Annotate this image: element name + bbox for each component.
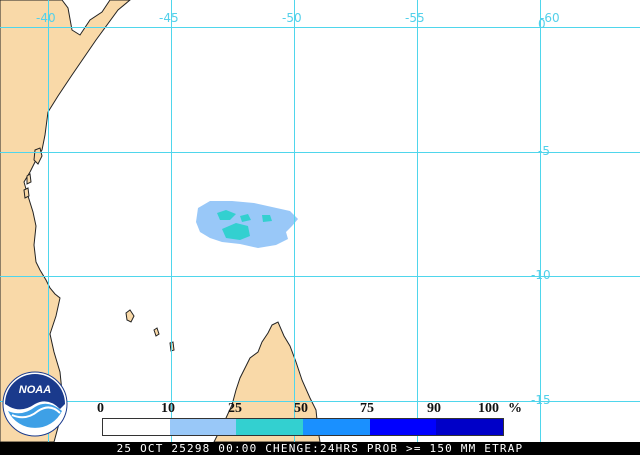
lat-lon-grid (0, 0, 640, 442)
lon-label-50: -50 (282, 11, 302, 25)
legend-swatch-50-75 (303, 419, 370, 435)
legend-color-bar (102, 418, 504, 436)
lat-label-15: -15 (531, 393, 551, 407)
legend-label-100: 100 (478, 401, 499, 416)
noaa-logo: NOAA (2, 371, 68, 437)
lat-label-10: -10 (531, 268, 551, 282)
legend-label-90: 90 (427, 401, 441, 416)
legend-swatch-0-10 (103, 419, 170, 435)
legend-unit: % (508, 401, 522, 416)
legend-swatch-75-90 (369, 419, 437, 435)
footer-caption: 25 OCT 25298 00:00 CHENGE:24HRS PROB >= … (0, 442, 640, 455)
precip-25pct-area (196, 201, 298, 248)
lat-label-0: 0 (538, 17, 546, 31)
legend-swatch-90-100 (436, 419, 504, 435)
legend-swatch-25-50 (236, 419, 304, 435)
lon-label-40: -40 (36, 11, 56, 25)
lat-label-5: -5 (538, 144, 550, 158)
map-canvas (0, 0, 640, 442)
legend-label-25: 25 (228, 401, 242, 416)
legend-label-50: 50 (294, 401, 308, 416)
noaa-logo-text: NOAA (19, 384, 51, 396)
lon-label-60: -60 (540, 11, 560, 25)
legend-label-0: 0 (97, 401, 104, 416)
legend-label-75: 75 (360, 401, 374, 416)
precip-50pct-area (217, 210, 272, 240)
lon-label-45: -45 (159, 11, 179, 25)
madagascar-land (213, 321, 321, 442)
legend-label-10: 10 (161, 401, 175, 416)
legend-swatch-10-25 (169, 419, 237, 435)
lon-label-55: -55 (405, 11, 425, 25)
